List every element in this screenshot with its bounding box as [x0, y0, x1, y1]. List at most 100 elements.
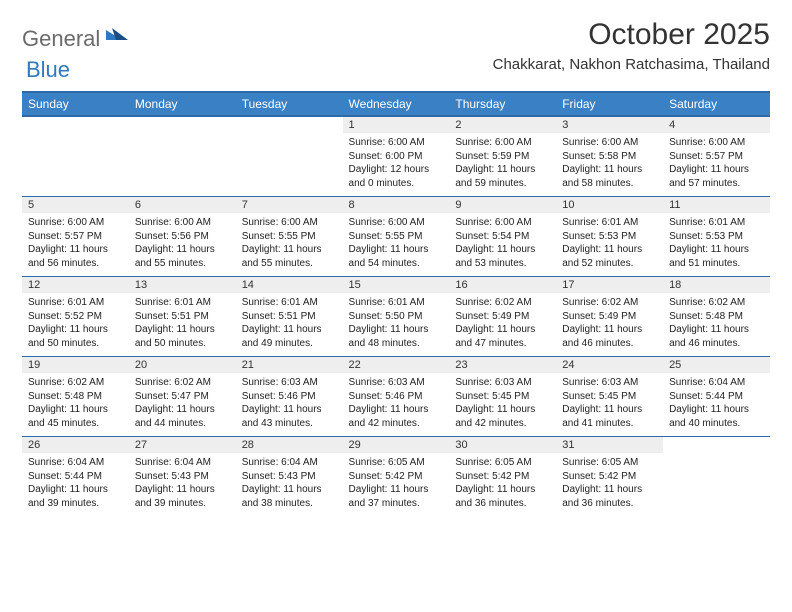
- sunrise-line: Sunrise: 6:04 AM: [135, 456, 230, 470]
- day-number-cell: 18: [663, 277, 770, 294]
- sunrise-line: Sunrise: 6:00 AM: [242, 216, 337, 230]
- sunset-line: Sunset: 5:46 PM: [242, 390, 337, 404]
- sunrise-line: Sunrise: 6:00 AM: [349, 216, 444, 230]
- sunset-line: Sunset: 5:50 PM: [349, 310, 444, 324]
- day-number-cell: 10: [556, 197, 663, 214]
- brand-mark-icon: [106, 24, 128, 45]
- weekday-header: Monday: [129, 92, 236, 116]
- day-number-cell: 15: [343, 277, 450, 294]
- day-number-cell: 20: [129, 357, 236, 374]
- sunrise-line: Sunrise: 6:04 AM: [242, 456, 337, 470]
- daylight-line: Daylight: 11 hours and 42 minutes.: [349, 403, 444, 430]
- day-detail-cell: Sunrise: 6:01 AMSunset: 5:50 PMDaylight:…: [343, 293, 450, 357]
- day-detail-row: Sunrise: 6:00 AM Sunset: 5:57 PM Daylight:…: [22, 213, 770, 277]
- sunset-line: Sunset: 5:57 PM: [28, 230, 123, 244]
- daylight-line: Daylight: 11 hours and 50 minutes.: [135, 323, 230, 350]
- daylight-line: Daylight: 11 hours and 57 minutes.: [669, 163, 764, 190]
- daylight-line: Daylight: 11 hours and 58 minutes.: [562, 163, 657, 190]
- day-detail-cell: Sunrise: 6:00 AMSunset: 5:56 PMDaylight:…: [129, 213, 236, 277]
- day-number-cell: 22: [343, 357, 450, 374]
- sunset-line: Sunset: 5:45 PM: [562, 390, 657, 404]
- calendar-page: General October 2025 Chakkarat, Nakhon R…: [0, 0, 792, 526]
- day-detail-cell: Sunrise: 6:02 AMSunset: 5:49 PMDaylight:…: [556, 293, 663, 357]
- day-detail-cell: Sunrise: 6:02 AMSunset: 5:48 PMDaylight:…: [663, 293, 770, 357]
- sunset-line: Sunset: 5:42 PM: [562, 470, 657, 484]
- day-detail-cell: Sunrise: 6:03 AMSunset: 5:46 PMDaylight:…: [236, 373, 343, 437]
- day-detail-cell: Sunrise: 6:04 AMSunset: 5:43 PMDaylight:…: [236, 453, 343, 516]
- sunrise-line: Sunrise: 6:04 AM: [28, 456, 123, 470]
- sunset-line: Sunset: 5:44 PM: [669, 390, 764, 404]
- day-number-cell: 25: [663, 357, 770, 374]
- day-number-cell: 28: [236, 437, 343, 454]
- day-detail-cell: Sunrise: 6:00 AMSunset: 5:59 PMDaylight:…: [449, 133, 556, 197]
- daylight-line: Daylight: 11 hours and 43 minutes.: [242, 403, 337, 430]
- sunset-line: Sunset: 6:00 PM: [349, 150, 444, 164]
- sunrise-line: Sunrise: 6:03 AM: [349, 376, 444, 390]
- calendar-table: Sunday Monday Tuesday Wednesday Thursday…: [22, 91, 770, 516]
- sunrise-line: Sunrise: 6:01 AM: [349, 296, 444, 310]
- sunset-line: Sunset: 5:59 PM: [455, 150, 550, 164]
- day-number-cell: 21: [236, 357, 343, 374]
- daylight-line: Daylight: 11 hours and 39 minutes.: [135, 483, 230, 510]
- sunrise-line: Sunrise: 6:05 AM: [349, 456, 444, 470]
- daylight-line: Daylight: 11 hours and 47 minutes.: [455, 323, 550, 350]
- sunrise-line: Sunrise: 6:05 AM: [455, 456, 550, 470]
- daylight-line: Daylight: 11 hours and 48 minutes.: [349, 323, 444, 350]
- brand-word1: General: [22, 26, 100, 52]
- day-number-cell: 5: [22, 197, 129, 214]
- daylight-line: Daylight: 11 hours and 36 minutes.: [455, 483, 550, 510]
- weekday-header: Sunday: [22, 92, 129, 116]
- sunrise-line: Sunrise: 6:02 AM: [135, 376, 230, 390]
- daylight-line: Daylight: 11 hours and 46 minutes.: [669, 323, 764, 350]
- weekday-header: Wednesday: [343, 92, 450, 116]
- sunset-line: Sunset: 5:53 PM: [669, 230, 764, 244]
- day-detail-cell: Sunrise: 6:01 AMSunset: 5:52 PMDaylight:…: [22, 293, 129, 357]
- sunset-line: Sunset: 5:51 PM: [135, 310, 230, 324]
- daylight-line: Daylight: 11 hours and 51 minutes.: [669, 243, 764, 270]
- day-detail-cell: Sunrise: 6:01 AMSunset: 5:51 PMDaylight:…: [129, 293, 236, 357]
- sunset-line: Sunset: 5:57 PM: [669, 150, 764, 164]
- brand-logo: General: [22, 18, 130, 53]
- sunrise-line: Sunrise: 6:04 AM: [669, 376, 764, 390]
- sunrise-line: Sunrise: 6:01 AM: [28, 296, 123, 310]
- sunset-line: Sunset: 5:45 PM: [455, 390, 550, 404]
- day-detail-cell: Sunrise: 6:05 AMSunset: 5:42 PMDaylight:…: [449, 453, 556, 516]
- day-detail-cell: Sunrise: 6:05 AMSunset: 5:42 PMDaylight:…: [343, 453, 450, 516]
- day-detail-cell: [663, 453, 770, 516]
- daylight-line: Daylight: 11 hours and 54 minutes.: [349, 243, 444, 270]
- weekday-header-row: Sunday Monday Tuesday Wednesday Thursday…: [22, 92, 770, 116]
- sunrise-line: Sunrise: 6:00 AM: [455, 136, 550, 150]
- daylight-line: Daylight: 11 hours and 41 minutes.: [562, 403, 657, 430]
- day-number-cell: 9: [449, 197, 556, 214]
- sunrise-line: Sunrise: 6:03 AM: [242, 376, 337, 390]
- day-detail-cell: Sunrise: 6:01 AMSunset: 5:53 PMDaylight:…: [556, 213, 663, 277]
- day-detail-cell: Sunrise: 6:04 AMSunset: 5:44 PMDaylight:…: [663, 373, 770, 437]
- day-number-row: 1234: [22, 116, 770, 133]
- daylight-line: Daylight: 11 hours and 36 minutes.: [562, 483, 657, 510]
- day-number-cell: 17: [556, 277, 663, 294]
- day-number-cell: 7: [236, 197, 343, 214]
- sunset-line: Sunset: 5:48 PM: [28, 390, 123, 404]
- sunset-line: Sunset: 5:43 PM: [135, 470, 230, 484]
- day-detail-row: Sunrise: 6:01 AMSunset: 5:52 PMDaylight:…: [22, 293, 770, 357]
- sunset-line: Sunset: 5:51 PM: [242, 310, 337, 324]
- month-title: October 2025: [493, 18, 770, 52]
- daylight-line: Daylight: 11 hours and 55 minutes.: [135, 243, 230, 270]
- day-detail-cell: [22, 133, 129, 197]
- sunrise-line: Sunrise: 6:02 AM: [669, 296, 764, 310]
- sunrise-line: Sunrise: 6:05 AM: [562, 456, 657, 470]
- sunset-line: Sunset: 5:55 PM: [242, 230, 337, 244]
- daylight-line: Daylight: 11 hours and 45 minutes.: [28, 403, 123, 430]
- day-number-cell: 26: [22, 437, 129, 454]
- sunset-line: Sunset: 5:58 PM: [562, 150, 657, 164]
- day-detail-cell: Sunrise: 6:04 AMSunset: 5:44 PMDaylight:…: [22, 453, 129, 516]
- sunrise-line: Sunrise: 6:00 AM: [135, 216, 230, 230]
- day-number-cell: 19: [22, 357, 129, 374]
- sunset-line: Sunset: 5:47 PM: [135, 390, 230, 404]
- daylight-line: Daylight: 11 hours and 44 minutes.: [135, 403, 230, 430]
- day-number-row: 262728293031: [22, 437, 770, 454]
- sunset-line: Sunset: 5:48 PM: [669, 310, 764, 324]
- day-number-cell: 16: [449, 277, 556, 294]
- day-number-cell: [129, 116, 236, 133]
- day-number-row: 12131415161718: [22, 277, 770, 294]
